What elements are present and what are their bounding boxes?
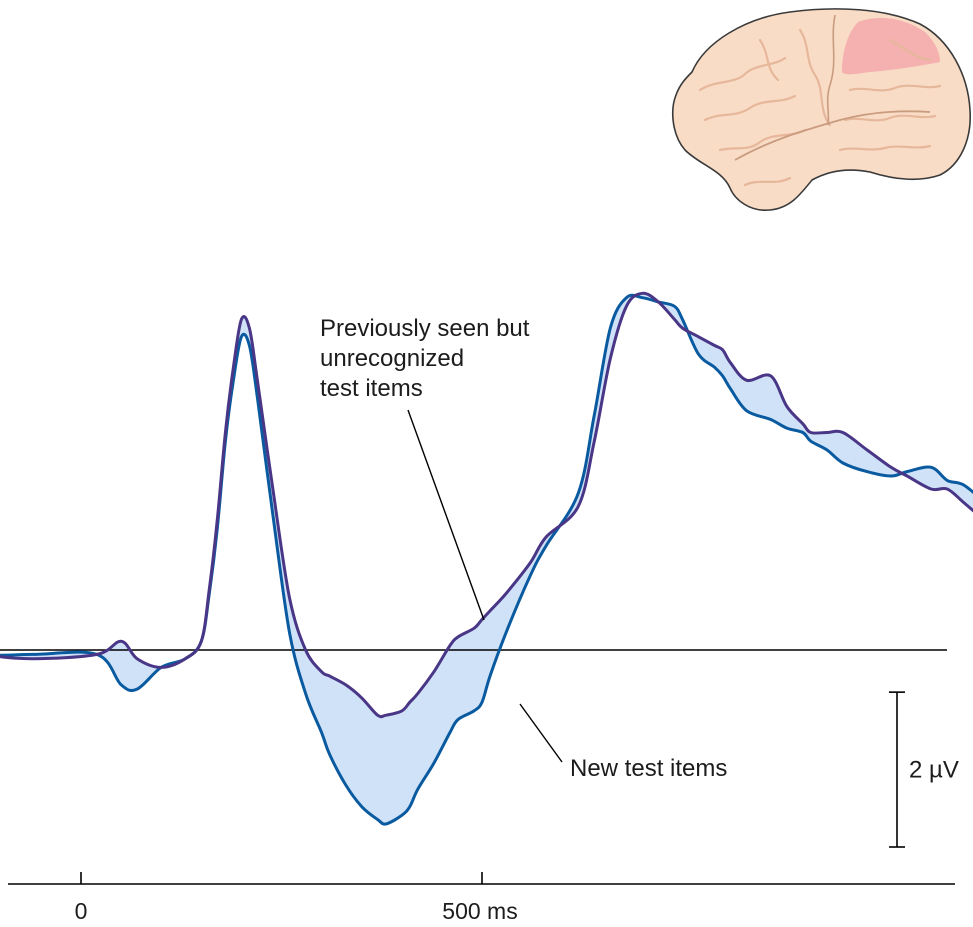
annotation-previously-seen-line-3: test items — [320, 375, 423, 402]
x-tick-label-500: 500 ms — [442, 898, 517, 924]
brain-lateral-fissure — [734, 110, 931, 161]
brain-central-sulcus — [826, 14, 836, 126]
series-line-new-test-items — [0, 293, 973, 826]
annotation-previously-seen-line-1: Previously seen but — [320, 315, 530, 342]
scale-bar: 2 µV — [889, 691, 959, 848]
x-tick-label-0: 0 — [75, 898, 88, 924]
brain-icon — [671, 8, 971, 211]
scale-bar-label: 2 µV — [909, 757, 959, 784]
brain-folds — [698, 28, 942, 187]
series-line-previously-seen — [0, 291, 973, 719]
annotation-previously-seen-line-2: unrecognized — [320, 345, 464, 372]
brain-highlight-region — [842, 17, 940, 75]
difference-area — [0, 293, 973, 825]
annotation-new-test-items-label: New test items — [570, 755, 727, 782]
x-axis: 0 500 ms — [8, 872, 955, 924]
annotation-new-test-items: New test items — [519, 703, 727, 782]
annotation-previously-seen: Previously seen but unrecognized test it… — [320, 315, 530, 621]
annotation-previously-seen-leader — [407, 409, 485, 621]
annotation-new-test-items-leader — [519, 703, 563, 763]
